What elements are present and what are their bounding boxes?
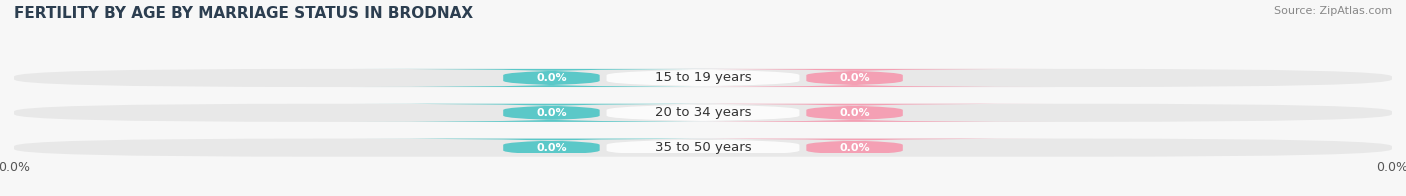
Text: 35 to 50 years: 35 to 50 years: [655, 141, 751, 154]
FancyBboxPatch shape: [655, 139, 1054, 157]
Text: 0.0%: 0.0%: [536, 108, 567, 118]
FancyBboxPatch shape: [655, 69, 1054, 87]
FancyBboxPatch shape: [352, 139, 751, 157]
FancyBboxPatch shape: [14, 69, 1392, 87]
Text: 0.0%: 0.0%: [839, 143, 870, 153]
Text: 0.0%: 0.0%: [839, 108, 870, 118]
FancyBboxPatch shape: [14, 139, 1392, 157]
FancyBboxPatch shape: [655, 104, 1054, 122]
Text: 0.0%: 0.0%: [536, 73, 567, 83]
FancyBboxPatch shape: [551, 104, 855, 122]
Text: FERTILITY BY AGE BY MARRIAGE STATUS IN BRODNAX: FERTILITY BY AGE BY MARRIAGE STATUS IN B…: [14, 6, 474, 21]
FancyBboxPatch shape: [352, 104, 751, 122]
Text: 15 to 19 years: 15 to 19 years: [655, 72, 751, 84]
FancyBboxPatch shape: [551, 69, 855, 87]
Text: 0.0%: 0.0%: [536, 143, 567, 153]
Text: 0.0%: 0.0%: [839, 73, 870, 83]
Text: 20 to 34 years: 20 to 34 years: [655, 106, 751, 119]
FancyBboxPatch shape: [352, 69, 751, 87]
Text: Source: ZipAtlas.com: Source: ZipAtlas.com: [1274, 6, 1392, 16]
FancyBboxPatch shape: [551, 139, 855, 157]
FancyBboxPatch shape: [14, 104, 1392, 122]
